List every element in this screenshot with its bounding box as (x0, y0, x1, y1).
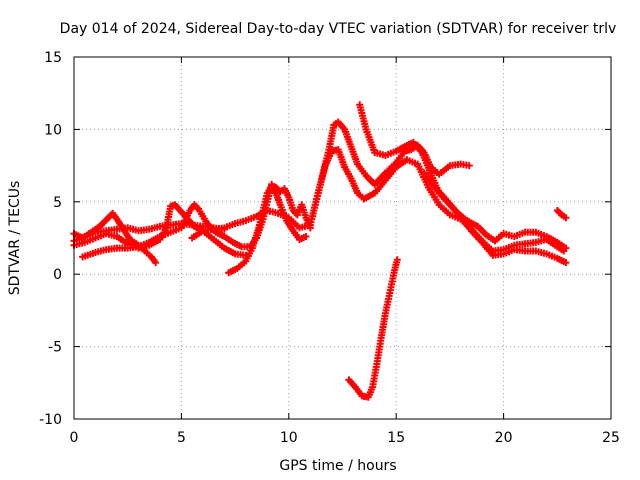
y-tick-label: 10 (44, 122, 62, 138)
chart-title: Day 014 of 2024, Sidereal Day-to-day VTE… (60, 21, 617, 37)
y-tick-label: -10 (39, 412, 62, 428)
series-track-e (225, 182, 314, 277)
ticks: 0 5 10 15 20 25 -10 -5 0 5 10 15 (39, 50, 620, 446)
x-tick-label: 15 (387, 430, 405, 446)
x-tick-label: 25 (602, 430, 620, 446)
y-tick-label: 5 (53, 195, 62, 211)
series-track-g (308, 146, 568, 255)
series-track-k (553, 206, 570, 222)
data-point (562, 214, 570, 222)
data-point (393, 256, 401, 264)
series-track-j (345, 256, 401, 401)
x-tick-label: 0 (70, 430, 79, 446)
y-tick-label: 15 (44, 50, 62, 66)
data-point (152, 259, 160, 267)
data-series (70, 101, 570, 401)
data-point (465, 162, 473, 170)
data-point (562, 259, 570, 267)
plot-frame (73, 56, 612, 420)
y-axis-label: SDTVAR / TECUs (7, 181, 23, 296)
data-point (562, 244, 570, 252)
data-point (302, 233, 310, 241)
x-tick-label: 20 (495, 430, 513, 446)
y-tick-label: 0 (53, 267, 62, 283)
series-track-h (356, 101, 570, 267)
series-track-b (70, 220, 228, 245)
y-tick-label: -5 (48, 340, 62, 356)
x-tick-label: 10 (280, 430, 298, 446)
series-track-i (420, 169, 570, 252)
x-axis-label: GPS time / hours (279, 458, 396, 474)
x-tick-label: 5 (177, 430, 186, 446)
